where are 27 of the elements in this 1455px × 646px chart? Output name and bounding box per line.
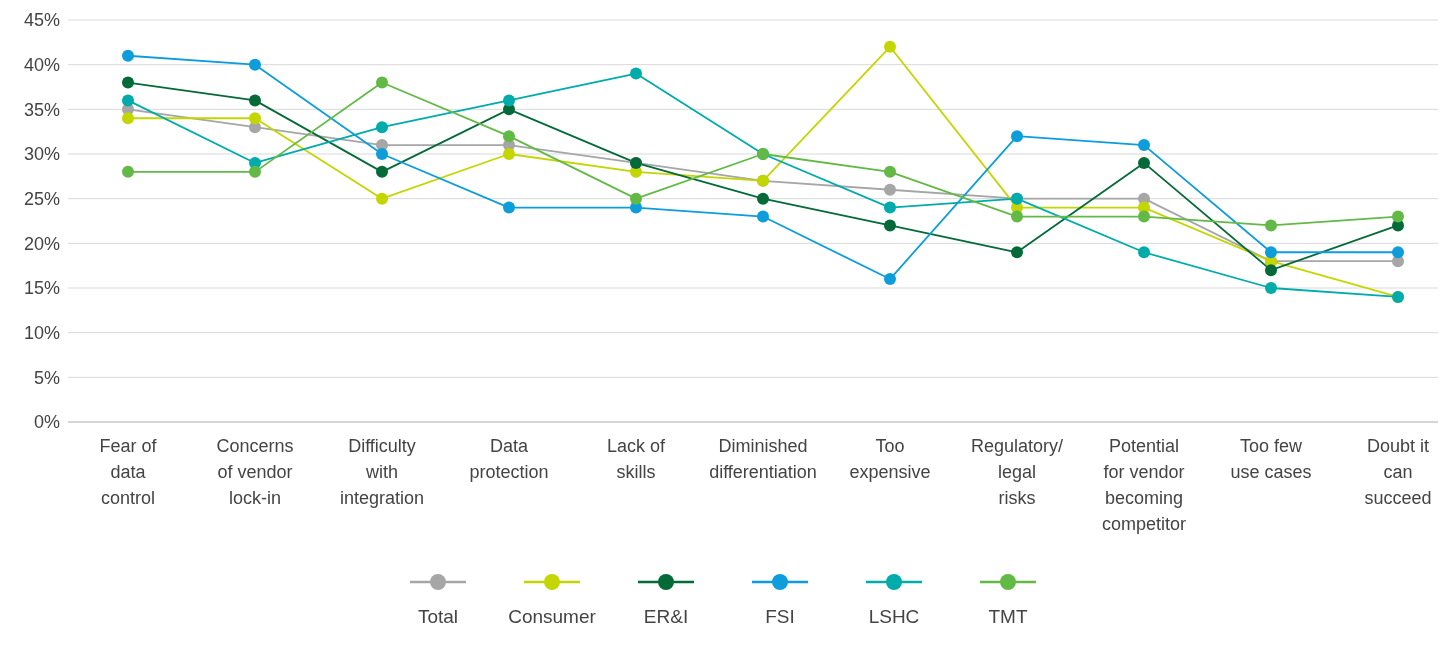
y-tick-label: 35% — [23, 99, 60, 120]
y-tick-label: 5% — [33, 367, 60, 388]
y-tick-label: 25% — [23, 189, 60, 210]
legend-label: FSI — [765, 606, 795, 628]
y-tick-label: 15% — [23, 278, 60, 299]
y-tick-label: 45% — [23, 10, 60, 31]
x-tick-label: Potential for vendor becoming competitor — [1101, 436, 1187, 534]
legend-label: ER&I — [643, 606, 689, 628]
x-tick-label: Regulatory/ legal risks — [970, 436, 1064, 508]
x-tick-label: Diminished differentiation — [709, 436, 817, 482]
y-tick-label: 30% — [23, 144, 60, 165]
legend-label: Total — [417, 606, 459, 628]
x-tick-label: Lack of skills — [606, 436, 667, 482]
y-tick-label: 20% — [23, 233, 60, 254]
legend-label: LSHC — [868, 606, 920, 628]
y-tick-label: 0% — [33, 412, 60, 433]
x-tick-label: Too few use cases — [1230, 436, 1312, 482]
x-tick-label: Too expensive — [849, 436, 931, 482]
y-tick-label: 10% — [23, 323, 60, 344]
x-tick-label: Concerns of vendor lock-in — [216, 436, 294, 508]
x-tick-label: Doubt it can succeed — [1364, 436, 1432, 508]
x-tick-label: Data protection — [469, 436, 549, 482]
legend-label: TMT — [988, 606, 1028, 628]
legend-label: Consumer — [508, 606, 596, 628]
x-tick-label: Difficulty with integration — [339, 436, 425, 508]
x-tick-label: Fear of data control — [99, 436, 158, 508]
y-tick-label: 40% — [23, 55, 60, 76]
